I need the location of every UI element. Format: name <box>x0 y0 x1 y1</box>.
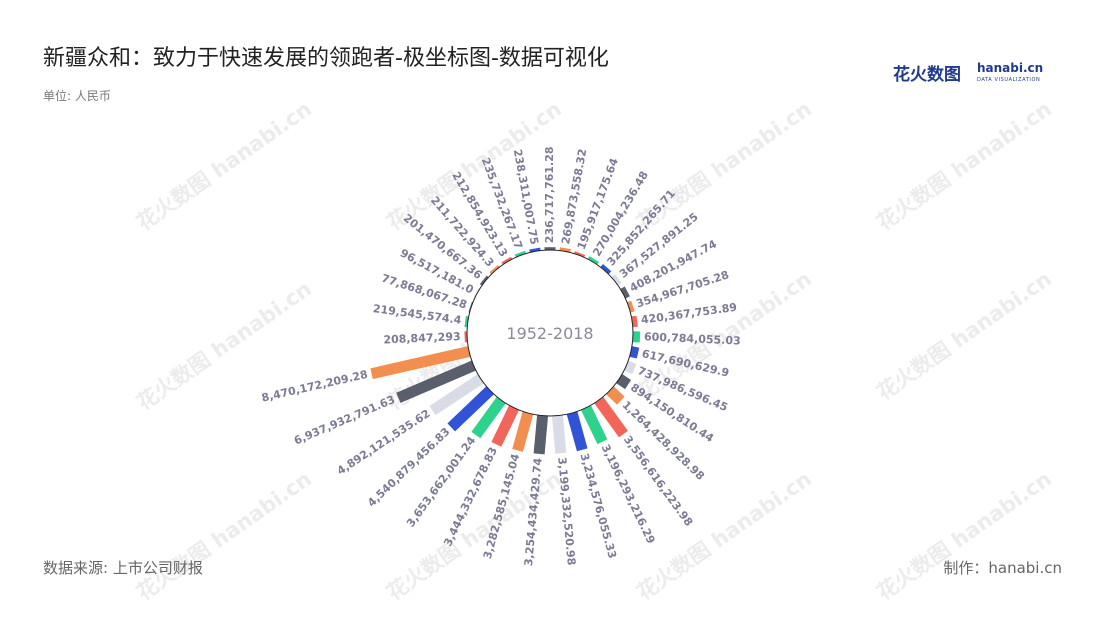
bar-1 <box>559 247 571 253</box>
page-title: 新疆众和：致力于快速发展的领跑者-极坐标图-数据可视化 <box>43 46 609 71</box>
bar-17 <box>551 415 567 454</box>
logo-text-cn: 花火数图 <box>893 65 961 85</box>
bar-label-0: 236,717,761.28 <box>543 146 556 243</box>
bar-25 <box>370 346 471 380</box>
bar-3 <box>587 256 599 265</box>
bar-6 <box>620 286 630 299</box>
credit-text: 制作：hanabi.cn <box>943 559 1062 577</box>
logo-tagline: DATA VISUALIZATION <box>977 77 1041 83</box>
bar-14 <box>594 396 628 438</box>
bar-13 <box>606 386 625 405</box>
bar-15 <box>581 405 608 445</box>
bar-7 <box>627 300 635 313</box>
bar-11 <box>624 360 637 375</box>
bars-layer <box>370 247 641 455</box>
bar-12 <box>616 374 632 390</box>
bar-8 <box>631 315 638 328</box>
brand-logo: 花火数图 hanabi.cn DATA VISUALIZATION <box>893 60 1043 86</box>
unit-label: 单位: 人民币 <box>43 89 111 103</box>
bar-18 <box>533 415 549 455</box>
bar-19 <box>512 411 534 452</box>
bar-10 <box>629 346 640 359</box>
bar-22 <box>447 386 494 432</box>
bar-label-26: 208,847,293 <box>383 330 461 346</box>
center-circle <box>466 249 634 417</box>
bar-21 <box>471 396 506 439</box>
bar-label-25: 8,470,172,209.28 <box>260 368 369 405</box>
bar-label-9: 600,784,055.03 <box>644 330 741 347</box>
bar-label-17: 3,199,332,520.98 <box>555 457 578 566</box>
bar-5 <box>611 274 622 286</box>
bar-23 <box>429 374 484 416</box>
data-source: 数据来源: 上市公司财报 <box>43 559 203 577</box>
bar-16 <box>566 411 588 452</box>
logo-text-en: hanabi.cn <box>977 61 1044 75</box>
bar-20 <box>491 405 519 447</box>
center-label: 1952-2018 <box>506 324 593 343</box>
bar-label-18: 3,254,434,429.74 <box>522 457 545 567</box>
bar-4 <box>600 263 612 275</box>
bar-24 <box>396 360 476 403</box>
